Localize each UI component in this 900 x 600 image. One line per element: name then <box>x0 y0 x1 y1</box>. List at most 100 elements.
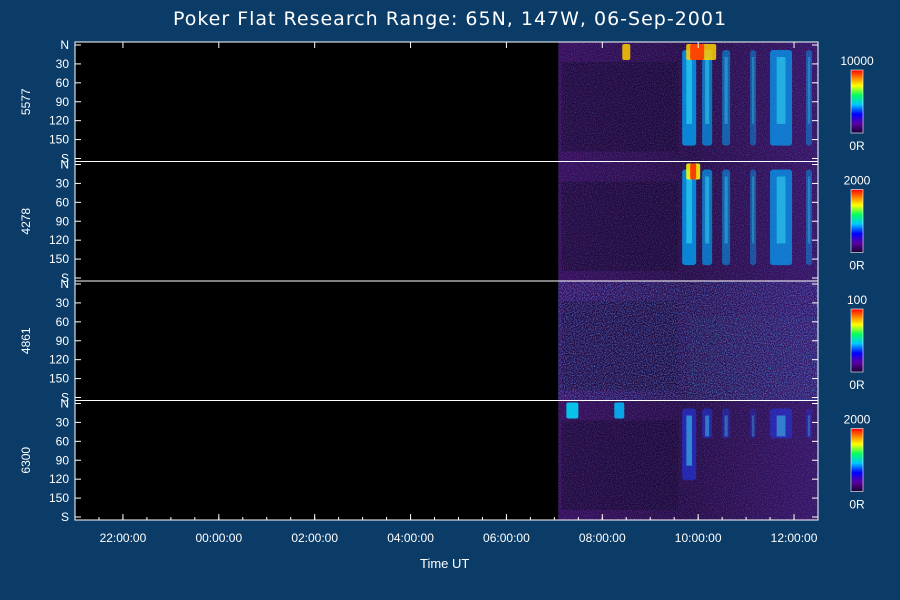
aurora-band-core <box>751 176 755 244</box>
colorbar-max-label: 2000 <box>844 413 871 427</box>
aurora-band-core <box>807 415 811 437</box>
colorbar-max-label: 2000 <box>844 174 871 188</box>
y-tick-label: 120 <box>49 114 69 128</box>
y-tick-label: 150 <box>49 252 69 266</box>
aurora-band <box>682 408 697 481</box>
panel-5577: N 30 60 90 120 150 S 5577 10000 0R <box>19 38 874 166</box>
y-tick-label: 60 <box>56 434 70 448</box>
aurora-band-core <box>776 176 786 244</box>
y-tick-label: 30 <box>56 176 70 190</box>
y-tick-label: 120 <box>49 353 69 367</box>
aurora-band-core <box>807 176 811 244</box>
panel-4861: N 30 60 90 120 150 S 4861 100 0R <box>19 277 867 405</box>
aurora-band-core <box>807 57 811 124</box>
aurora-band-core <box>776 415 786 437</box>
aurora-band-core <box>724 415 728 437</box>
aurora-band <box>806 50 813 146</box>
aurora-band-core <box>705 415 710 437</box>
y-tick-label: 30 <box>56 57 70 71</box>
aurora-band <box>770 408 793 439</box>
y-tick-label: 90 <box>56 214 70 228</box>
aurora-band <box>806 408 813 439</box>
aurora-band <box>682 50 697 146</box>
aurora-band <box>750 169 757 266</box>
panel-label: 4278 <box>19 208 33 235</box>
y-tick-label: S <box>61 391 69 405</box>
colorbar <box>850 428 864 492</box>
aurora-hotspot <box>690 163 697 180</box>
x-tick-label: 12:00:00 <box>771 531 818 545</box>
aurora-band-core <box>705 57 710 124</box>
aurora-band-core <box>705 176 710 244</box>
aurora-band-core <box>686 57 692 124</box>
y-tick-label: N <box>60 397 69 411</box>
y-tick-label: 120 <box>49 233 69 247</box>
aurora-hotspot <box>690 44 705 60</box>
colorbar-min-label: 0R <box>849 498 865 512</box>
aurora-band <box>770 50 793 146</box>
colorbar <box>850 308 864 373</box>
x-tick-label: 06:00:00 <box>483 531 530 545</box>
aurora-band <box>750 50 757 146</box>
colorbar-min-label: 0R <box>849 259 865 273</box>
y-tick-label: 90 <box>56 334 70 348</box>
aurora-band <box>722 50 731 146</box>
y-tick-label: 30 <box>56 296 70 310</box>
aurora-hotspot <box>622 44 631 60</box>
y-tick-label: 120 <box>49 472 69 486</box>
colorbar-min-label: 0R <box>849 378 865 392</box>
y-tick-label: N <box>60 277 69 291</box>
y-tick-label: 60 <box>56 315 70 329</box>
y-tick-label: 150 <box>49 491 69 505</box>
colorbar <box>850 69 864 134</box>
y-tick-label: 60 <box>56 76 70 90</box>
y-tick-label: S <box>61 271 69 285</box>
x-tick-label: 02:00:00 <box>291 531 338 545</box>
aurora-band <box>722 408 731 439</box>
y-tick-label: S <box>61 510 69 524</box>
y-tick-label: S <box>61 152 69 166</box>
colorbar-min-label: 0R <box>849 139 865 153</box>
x-tick-label: 10:00:00 <box>675 531 722 545</box>
aurora-band <box>750 408 757 439</box>
aurora-hotspot <box>566 402 579 419</box>
aurora-band <box>702 408 713 439</box>
y-tick-label: 150 <box>49 133 69 147</box>
x-tick-label: 08:00:00 <box>579 531 626 545</box>
aurora-band-core <box>751 415 755 437</box>
y-tick-label: 150 <box>49 372 69 386</box>
panel-label: 4861 <box>19 327 33 354</box>
keogram-noise-bright <box>688 316 818 401</box>
aurora-band-core <box>724 57 728 124</box>
colorbar-max-label: 100 <box>847 293 867 307</box>
x-tick-label: 22:00:00 <box>100 531 147 545</box>
panel-6300: N 30 60 90 120 150 S 6300 2000 0R <box>19 397 871 525</box>
y-tick-label: N <box>60 38 69 52</box>
y-tick-label: 60 <box>56 195 70 209</box>
y-tick-label: N <box>60 158 69 172</box>
aurora-band <box>806 169 813 266</box>
y-tick-label: 90 <box>56 95 70 109</box>
aurora-hotspot <box>614 402 625 419</box>
aurora-band <box>702 50 713 146</box>
aurora-band-core <box>776 57 786 124</box>
panel-4278: N 30 60 90 120 150 S 4278 2000 0R <box>19 158 871 286</box>
aurora-band-core <box>751 57 755 124</box>
y-tick-label: 30 <box>56 415 70 429</box>
aurora-band-core <box>724 176 728 244</box>
panel-label: 6300 <box>19 447 33 474</box>
aurora-band-core <box>686 176 692 244</box>
y-tick-label: 90 <box>56 453 70 467</box>
aurora-band-core <box>686 415 692 466</box>
aurora-band <box>770 169 793 266</box>
aurora-band <box>722 169 731 266</box>
colorbar <box>850 189 864 253</box>
aurora-band <box>682 169 697 266</box>
colorbar-max-label: 10000 <box>840 54 874 68</box>
x-tick-label: 00:00:00 <box>195 531 242 545</box>
x-axis-label: Time UT <box>420 556 470 571</box>
chart-title: Poker Flat Research Range: 65N, 147W, 06… <box>172 8 728 30</box>
aurora-band <box>702 169 713 266</box>
